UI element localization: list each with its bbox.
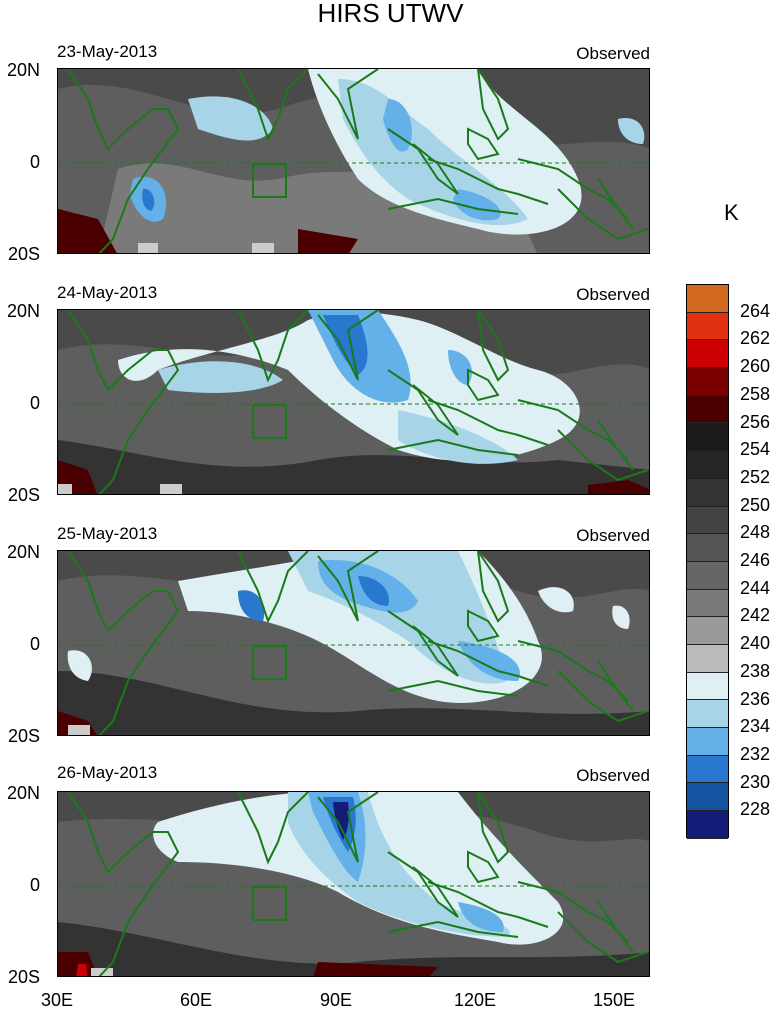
colorbar-tick-label: 242 — [740, 605, 771, 626]
lon-label-30e: 30E — [40, 990, 74, 1010]
panel-2-label: Observed — [576, 285, 650, 304]
panel-1-date: 23-May-2013 — [57, 42, 158, 61]
panel-2-date: 24-May-2013 — [57, 283, 158, 302]
colorbar-tick-label: 254 — [740, 439, 771, 460]
lon-label-90e: 90E — [319, 990, 353, 1010]
colorbar-swatch — [687, 811, 728, 839]
lat-label-0: 0 — [29, 875, 40, 895]
colorbar-swatch — [687, 672, 728, 701]
colorbar-swatch — [687, 395, 728, 424]
lat-label-20n: 20N — [6, 783, 40, 803]
colorbar-tick-label: 244 — [740, 577, 771, 598]
lat-label-20s: 20S — [7, 485, 40, 505]
lat-label-0: 0 — [29, 634, 40, 654]
lat-label-20s: 20S — [7, 244, 40, 264]
colorbar-swatch — [687, 783, 728, 812]
colorbar-swatch — [687, 561, 728, 590]
colorbar-unit: K — [724, 200, 739, 225]
colorbar-swatch — [687, 755, 728, 784]
lat-label-20s: 20S — [7, 967, 40, 987]
colorbar-tick-label: 256 — [740, 411, 771, 432]
colorbar-tick-label: 228 — [740, 799, 771, 820]
colorbar-swatch — [687, 340, 728, 369]
colorbar-swatch — [687, 589, 728, 618]
lon-label-120e: 120E — [453, 990, 497, 1010]
colorbar-swatch — [687, 700, 728, 728]
map-panel-2 — [57, 309, 650, 495]
map-panel-4 — [57, 791, 650, 977]
colorbar — [686, 284, 729, 839]
colorbar-tick-label: 236 — [740, 688, 771, 709]
colorbar-tick-label: 248 — [740, 522, 771, 543]
lat-label-20n: 20N — [6, 60, 40, 80]
panel-3-label: Observed — [576, 526, 650, 545]
colorbar-swatch — [687, 285, 728, 313]
map-panel-1 — [57, 68, 650, 254]
colorbar-tick-label: 262 — [740, 328, 771, 349]
colorbar-swatch — [687, 506, 728, 535]
panel-4-label: Observed — [576, 766, 650, 785]
colorbar-swatch — [687, 451, 728, 479]
lat-label-20s: 20S — [7, 726, 40, 746]
lon-label-60e: 60E — [179, 990, 213, 1010]
colorbar-tick-label: 260 — [740, 356, 771, 377]
map-title: HIRS UTWV — [317, 0, 464, 28]
panel-4-date: 26-May-2013 — [57, 763, 158, 782]
colorbar-tick-label: 252 — [740, 466, 771, 487]
panel-3-date: 25-May-2013 — [57, 524, 158, 543]
colorbar-tick-label: 246 — [740, 550, 771, 570]
colorbar-swatch — [687, 478, 728, 507]
lon-label-150e: 150E — [592, 990, 636, 1010]
lat-label-20n: 20N — [6, 301, 40, 321]
map-panel-3 — [57, 550, 650, 736]
colorbar-tick-label: 240 — [740, 633, 771, 654]
colorbar-tick-label: 230 — [740, 771, 771, 792]
colorbar-tick-label: 232 — [740, 743, 771, 764]
colorbar-swatch — [687, 368, 728, 396]
colorbar-tick-label: 264 — [740, 300, 771, 321]
colorbar-tick-label: 234 — [740, 716, 771, 737]
colorbar-swatch — [687, 423, 728, 452]
colorbar-tick-label: 258 — [740, 383, 771, 404]
lat-label-0: 0 — [29, 152, 40, 172]
colorbar-swatch — [687, 644, 728, 673]
colorbar-swatch — [687, 617, 728, 645]
lat-label-0: 0 — [29, 393, 40, 413]
lat-label-20n: 20N — [6, 542, 40, 562]
colorbar-tick-label: 238 — [740, 660, 771, 681]
colorbar-swatch — [687, 312, 728, 341]
colorbar-swatch — [687, 534, 728, 562]
colorbar-swatch — [687, 728, 728, 756]
panel-1-label: Observed — [576, 44, 650, 63]
colorbar-tick-label: 250 — [740, 494, 771, 515]
